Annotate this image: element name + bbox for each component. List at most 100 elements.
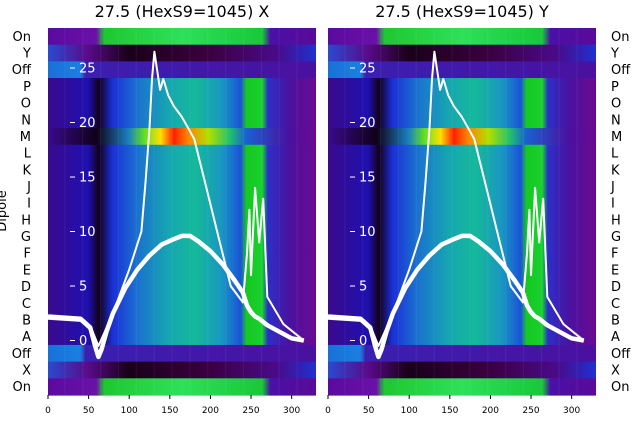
heatmap-row-d: [328, 278, 596, 296]
row-label: D: [611, 280, 621, 295]
row-label: H: [611, 213, 621, 228]
heatmap-row-j: [328, 178, 596, 196]
heatmap-row-e: [328, 261, 596, 279]
heatmap-row-y: [328, 44, 596, 62]
heatmap-streak: [135, 28, 137, 395]
y-overlay-tick-label: 0: [359, 334, 367, 349]
heatmap-row-b: [328, 311, 596, 329]
row-label: J: [26, 180, 31, 195]
heatmap-row-x: [328, 361, 596, 379]
y-overlay-tick-label: 10: [79, 225, 96, 240]
heatmap-streak: [469, 28, 471, 395]
heatmap-streak: [278, 28, 280, 395]
row-label: N: [21, 113, 31, 128]
row-label: M: [611, 130, 622, 145]
y-overlay-tick-label: 0: [79, 334, 87, 349]
row-label: Off: [611, 63, 631, 78]
heatmap-streak: [153, 28, 155, 395]
heatmap-row-on: [328, 378, 596, 396]
heatmap-row-b: [48, 311, 316, 329]
heatmap-row-a: [328, 328, 596, 346]
heatmap-row-o: [48, 94, 316, 113]
row-label: Off: [12, 347, 32, 362]
heatmap-row-off: [48, 61, 316, 79]
y-overlay-tick-label: 20: [359, 116, 376, 131]
row-label: I: [611, 197, 615, 212]
x-tick-label: 100: [401, 406, 418, 416]
heatmap-row-n: [328, 111, 596, 129]
row-label: A: [22, 330, 31, 345]
y-overlay-tick-label: 15: [359, 171, 376, 186]
heatmap-streak: [225, 28, 227, 395]
row-label: O: [21, 97, 31, 112]
heatmap-streak: [344, 28, 346, 395]
row-label: E: [23, 263, 31, 278]
row-label: Off: [611, 347, 631, 362]
heatmap-row-off: [328, 61, 596, 79]
row-label: X: [22, 363, 31, 378]
row-label: I: [27, 197, 31, 212]
heatmap-streak: [362, 28, 364, 395]
heatmap-row-i: [48, 194, 316, 213]
heatmap-streak: [64, 28, 66, 395]
heatmap-row-off: [48, 344, 316, 363]
heatmap-row-o: [328, 94, 596, 113]
row-label: Off: [12, 63, 32, 78]
row-label: B: [611, 313, 620, 328]
heatmap-row-l: [328, 144, 596, 163]
y-overlay-tick-label: 5: [79, 280, 87, 295]
heatmap-row-y: [48, 44, 316, 62]
row-label: K: [22, 163, 31, 178]
heatmap-streak: [296, 28, 298, 395]
heatmap-row-j: [48, 178, 316, 196]
row-label: P: [23, 80, 31, 95]
heatmap-streak: [433, 28, 435, 395]
row-label: L: [611, 147, 619, 162]
heatmap-streak: [451, 28, 453, 395]
x-tick-label: 0: [45, 406, 51, 416]
heatmap-row-on: [328, 28, 596, 46]
row-label: H: [21, 213, 31, 228]
heatmap-row-a: [48, 328, 316, 346]
x-tick-label: 50: [83, 406, 95, 416]
row-label: C: [611, 297, 620, 312]
heatmap-streak: [522, 28, 525, 395]
row-label: P: [611, 80, 619, 95]
heatmap-row-k: [48, 161, 316, 179]
heatmap-streak: [189, 28, 191, 395]
y-overlay-tick-label: 25: [359, 62, 376, 77]
series-line-2: [327, 50, 585, 347]
heatmap-row-on: [48, 378, 316, 396]
row-label: F: [24, 247, 31, 262]
series-line-2: [47, 50, 305, 347]
row-label: X: [611, 363, 620, 378]
row-label: N: [611, 113, 621, 128]
heatmap-streak: [397, 28, 400, 395]
y-overlay-tick-label: 25: [79, 62, 96, 77]
row-label: C: [22, 297, 31, 312]
row-label: J: [610, 180, 615, 195]
heatmap-streak: [99, 28, 102, 395]
heatmap-row-f: [328, 244, 596, 263]
heatmap-row-p: [328, 78, 596, 96]
y-overlay-tick-label: 20: [79, 116, 96, 131]
heatmap-row-f: [48, 244, 316, 263]
chart-title: 27.5 (HexS9=1045) X: [95, 2, 270, 21]
y-overlay-tick-label: 10: [359, 225, 376, 240]
chart-title: 27.5 (HexS9=1045) Y: [375, 2, 549, 21]
row-label: On: [13, 380, 31, 395]
x-tick-label: 200: [482, 406, 499, 416]
x-tick-label: 300: [283, 406, 300, 416]
row-label: O: [611, 97, 621, 112]
row-label: K: [611, 163, 620, 178]
heatmap-streak: [117, 28, 120, 395]
heatmap-row-i: [328, 194, 596, 213]
heatmap-row-m: [328, 128, 596, 146]
x-tick-label: 250: [242, 406, 259, 416]
row-label: F: [611, 247, 618, 262]
y-overlay-tick-label: 5: [359, 280, 367, 295]
row-label: G: [21, 230, 31, 245]
